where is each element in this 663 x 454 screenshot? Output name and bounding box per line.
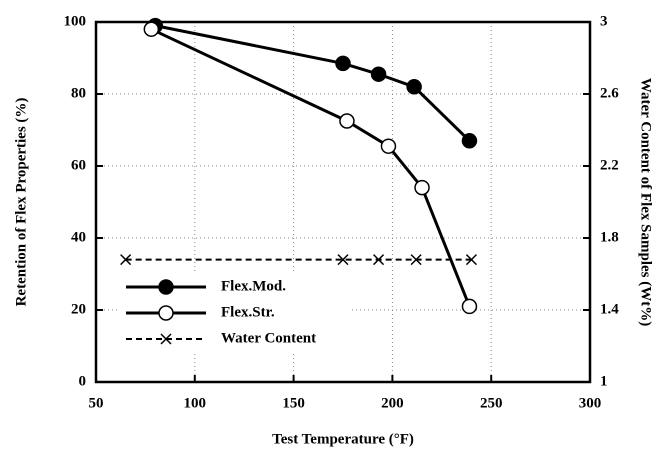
plot-frame (94, 20, 592, 384)
marker (373, 254, 385, 266)
series-line (150, 27, 471, 307)
x-tick-label: 300 (579, 395, 602, 411)
y2-tick-label: 1.4 (600, 301, 619, 317)
marker (380, 138, 397, 154)
legend-label: Flex.Mod. (221, 278, 286, 294)
x-tick-label: 250 (480, 395, 503, 411)
y2-tick-label: 2.2 (600, 157, 619, 173)
y2-axis-label: Water Content of Flex Samples (Wt%) (638, 78, 654, 326)
y-axis-label: Retention of Flex Properties (%) (13, 98, 29, 307)
legend-marker (158, 279, 174, 295)
x-tick-label: 200 (381, 395, 404, 411)
y2-tick-label: 2.6 (600, 85, 619, 101)
x-tick-label: 150 (282, 395, 305, 411)
y-tick-label: 0 (79, 373, 87, 389)
marker (461, 298, 478, 315)
y-tick-label: 40 (71, 229, 86, 245)
marker (406, 79, 422, 95)
y2-tick-label: 1.8 (600, 229, 619, 245)
marker (414, 179, 430, 196)
x-tick-label: 50 (89, 395, 104, 411)
y-tick-label: 20 (71, 301, 86, 317)
marker (410, 254, 422, 266)
series-line (154, 24, 471, 142)
legend-label: Flex.Str. (221, 304, 275, 320)
legend-label: Water Content (221, 330, 316, 346)
y-tick-label: 60 (71, 157, 86, 173)
marker (370, 66, 387, 82)
marker (461, 133, 478, 149)
x-axis-label: Test Temperature (°F) (272, 431, 414, 447)
marker (339, 113, 355, 129)
legend-marker (160, 333, 172, 345)
y2-tick-label: 3 (600, 13, 608, 29)
marker (337, 254, 349, 266)
y2-tick-label: 1 (600, 373, 608, 389)
marker (143, 21, 160, 37)
y-tick-label: 100 (64, 13, 87, 29)
marker (335, 55, 351, 72)
x-tick-label: 100 (184, 395, 207, 411)
y-tick-label: 80 (71, 85, 86, 101)
legend-marker (158, 305, 174, 321)
marker (120, 254, 132, 266)
marker (465, 254, 477, 266)
